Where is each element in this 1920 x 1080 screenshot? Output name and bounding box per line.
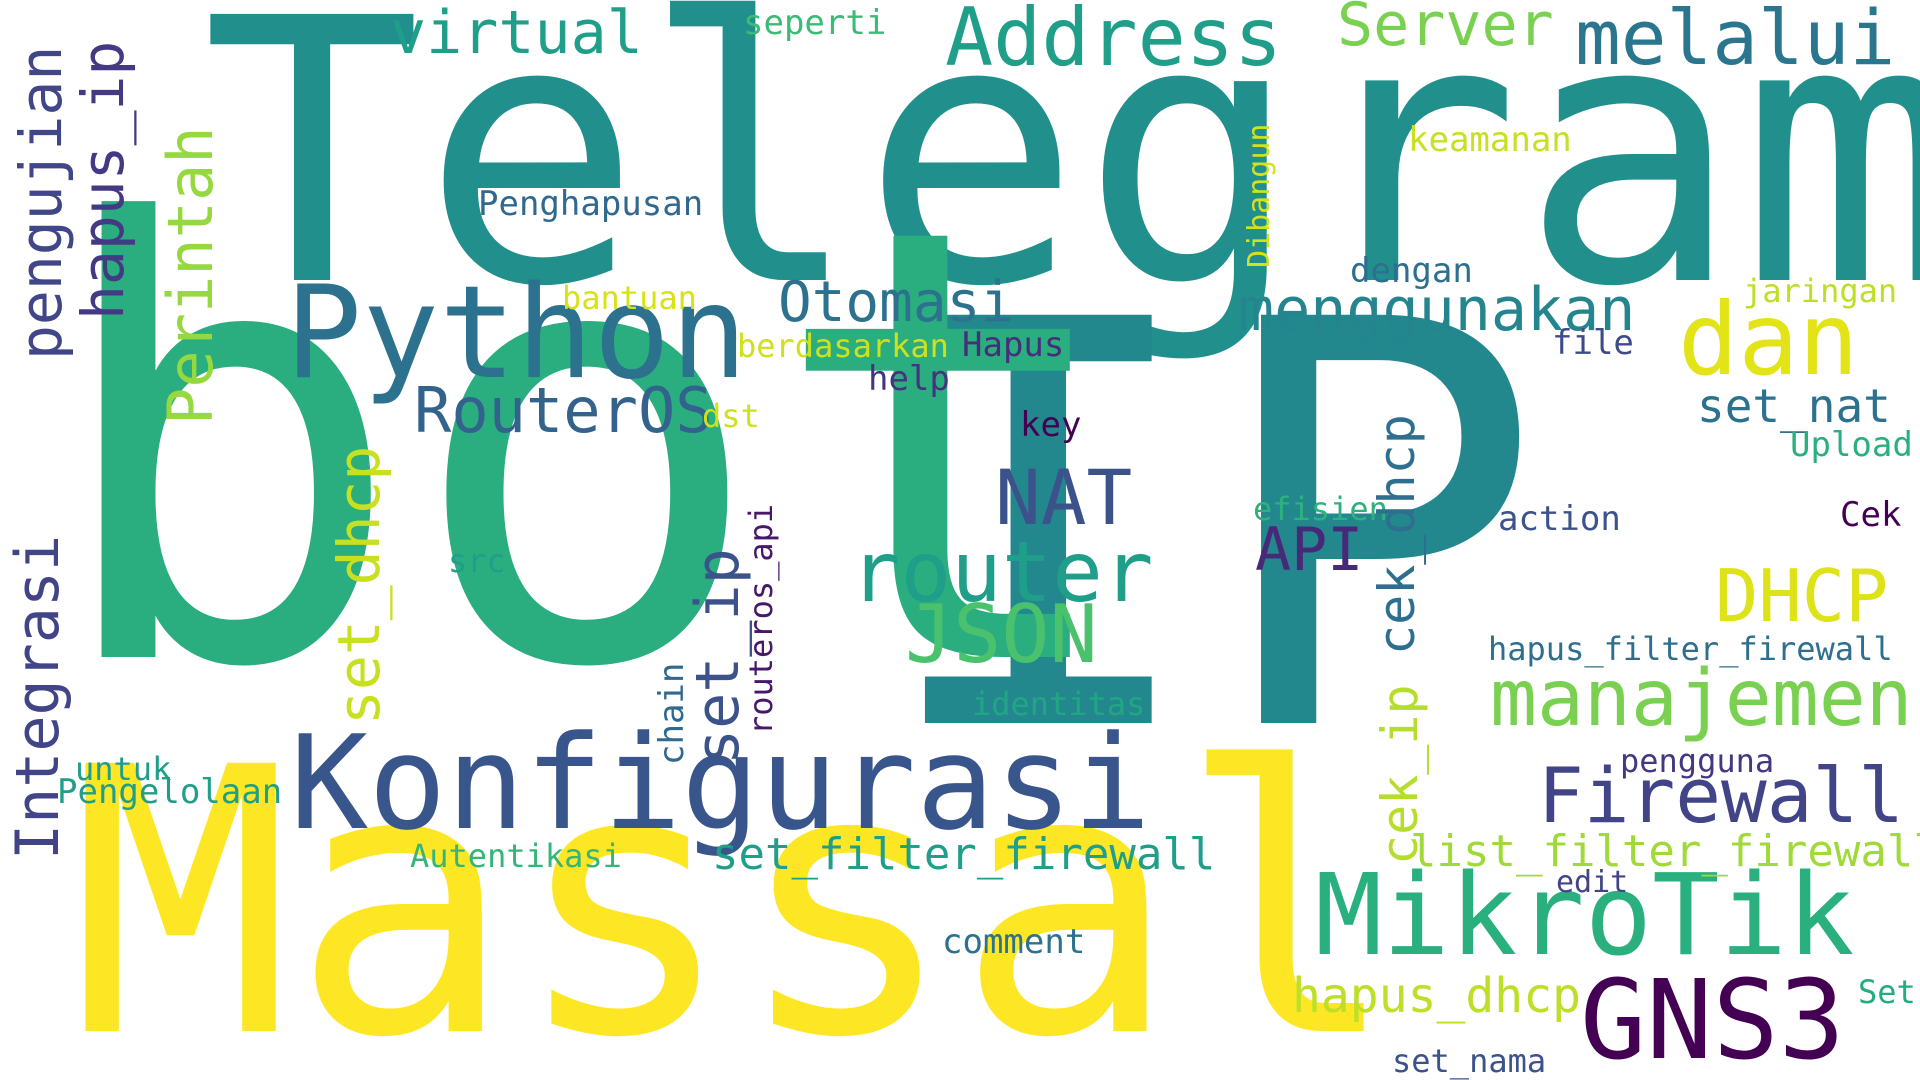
word-file: file xyxy=(1552,323,1634,363)
word-seperti: seperti xyxy=(743,3,887,43)
word-gns3: GNS3 xyxy=(1580,956,1845,1080)
word-edit: edit xyxy=(1556,865,1629,900)
word-set-nat: set_nat xyxy=(1697,379,1891,433)
word-massal: Massal xyxy=(70,689,1400,1080)
word-keamanan: keamanan xyxy=(1408,120,1572,160)
word-api: API xyxy=(1255,515,1364,585)
word-comment: comment xyxy=(942,922,1086,962)
word-routeros-api: routeros_api xyxy=(742,503,780,735)
word-key: key xyxy=(1020,405,1082,445)
word-identitas: identitas xyxy=(972,685,1146,723)
word-dan: dan xyxy=(1678,281,1859,398)
word-integrasi: Integrasi xyxy=(3,534,73,860)
word-pengelolaan: Pengelolaan xyxy=(57,772,283,812)
word-dst: dst xyxy=(702,397,760,435)
word-set-ip: set_ip xyxy=(683,548,753,765)
word-firewall: Firewall xyxy=(1538,751,1905,840)
word-cek-ip: cek_ip xyxy=(1371,684,1429,865)
word-help: help xyxy=(868,359,950,399)
word-dengan: dengan xyxy=(1350,251,1473,291)
word-upload: Upload xyxy=(1790,425,1913,465)
word-perintah: Perintah xyxy=(154,126,227,425)
word-server: Server xyxy=(1337,0,1554,60)
word-chain: chain xyxy=(652,662,692,765)
word-router: router xyxy=(850,523,1154,621)
word-python: Python xyxy=(285,259,748,408)
word-pengujian: pengujian xyxy=(7,45,75,360)
word-virtual: virtual xyxy=(390,0,643,68)
word-hapus-ip: hapus_ip xyxy=(69,40,137,320)
word-untuk: untuk xyxy=(75,750,172,788)
word-set-nama: set_nama xyxy=(1392,1042,1547,1080)
word-set: Set xyxy=(1858,973,1916,1011)
word-bantuan: bantuan xyxy=(562,279,697,317)
word-melalui: melalui xyxy=(1575,0,1896,82)
word-hapus-dhcp: hapus_dhcp xyxy=(1292,968,1581,1024)
word-routeros: RouterOS xyxy=(414,374,713,447)
word-dhcp: DHCP xyxy=(1715,554,1889,638)
word-json: JSON xyxy=(905,588,1098,681)
word-cek-dhcp: cek_dhcp xyxy=(1368,414,1426,655)
word-src: src xyxy=(448,542,506,580)
word-mikrotik: MikroTik xyxy=(1315,851,1855,981)
word-jaringan: jaringan xyxy=(1743,272,1898,310)
word-berdasarkan: berdasarkan xyxy=(737,327,949,365)
word-menggunakan: menggunakan xyxy=(1238,275,1636,345)
word-list-filter-firewall: list_filter_firewall xyxy=(1410,826,1920,877)
word-hapus-filter-firewall: hapus_filter_firewall xyxy=(1488,630,1893,668)
word-pengguna: pengguna xyxy=(1620,742,1775,780)
word-efisien: efisien xyxy=(1253,490,1388,528)
word-nat: NAT xyxy=(995,453,1133,542)
word-hapus: Hapus xyxy=(962,325,1065,365)
word-autentikasi: Autentikasi xyxy=(410,837,622,875)
word-bot: bot xyxy=(45,100,1129,799)
word-otomasi: Otomasi xyxy=(778,270,1015,335)
word-action: action xyxy=(1498,499,1621,539)
word-set-filter-firewall: set_filter_firewall xyxy=(712,829,1216,880)
word-konfigurasi: Konfigurasi xyxy=(290,707,1151,859)
word-manajemen: manajemen xyxy=(1490,654,1913,744)
word-cek: Cek xyxy=(1840,495,1902,535)
word-set-dhcp: set_dhcp xyxy=(325,445,393,725)
word-ip: IP xyxy=(870,204,1545,856)
word-address: Address xyxy=(945,0,1283,84)
word-dibangun: Dibangun xyxy=(1242,123,1277,269)
word-telegram: Telegram xyxy=(202,0,1920,367)
word-penghapusan: Penghapusan xyxy=(478,184,704,224)
